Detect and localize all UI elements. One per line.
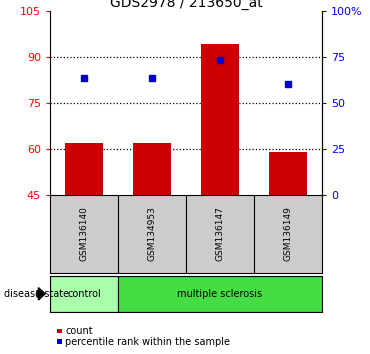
Bar xyxy=(50,276,118,312)
Bar xyxy=(201,44,239,195)
Text: GSM136149: GSM136149 xyxy=(283,206,292,261)
Text: percentile rank within the sample: percentile rank within the sample xyxy=(65,337,231,347)
Text: disease state: disease state xyxy=(4,289,69,299)
Bar xyxy=(133,143,171,195)
Text: control: control xyxy=(67,289,101,299)
Bar xyxy=(118,276,322,312)
Text: GSM134953: GSM134953 xyxy=(147,206,157,261)
Title: GDS2978 / 213650_at: GDS2978 / 213650_at xyxy=(110,0,262,10)
Text: GSM136140: GSM136140 xyxy=(80,206,88,261)
Text: multiple sclerosis: multiple sclerosis xyxy=(177,289,262,299)
Bar xyxy=(65,143,102,195)
Text: GSM136147: GSM136147 xyxy=(215,206,225,261)
Text: count: count xyxy=(65,326,93,336)
Bar xyxy=(269,152,307,195)
